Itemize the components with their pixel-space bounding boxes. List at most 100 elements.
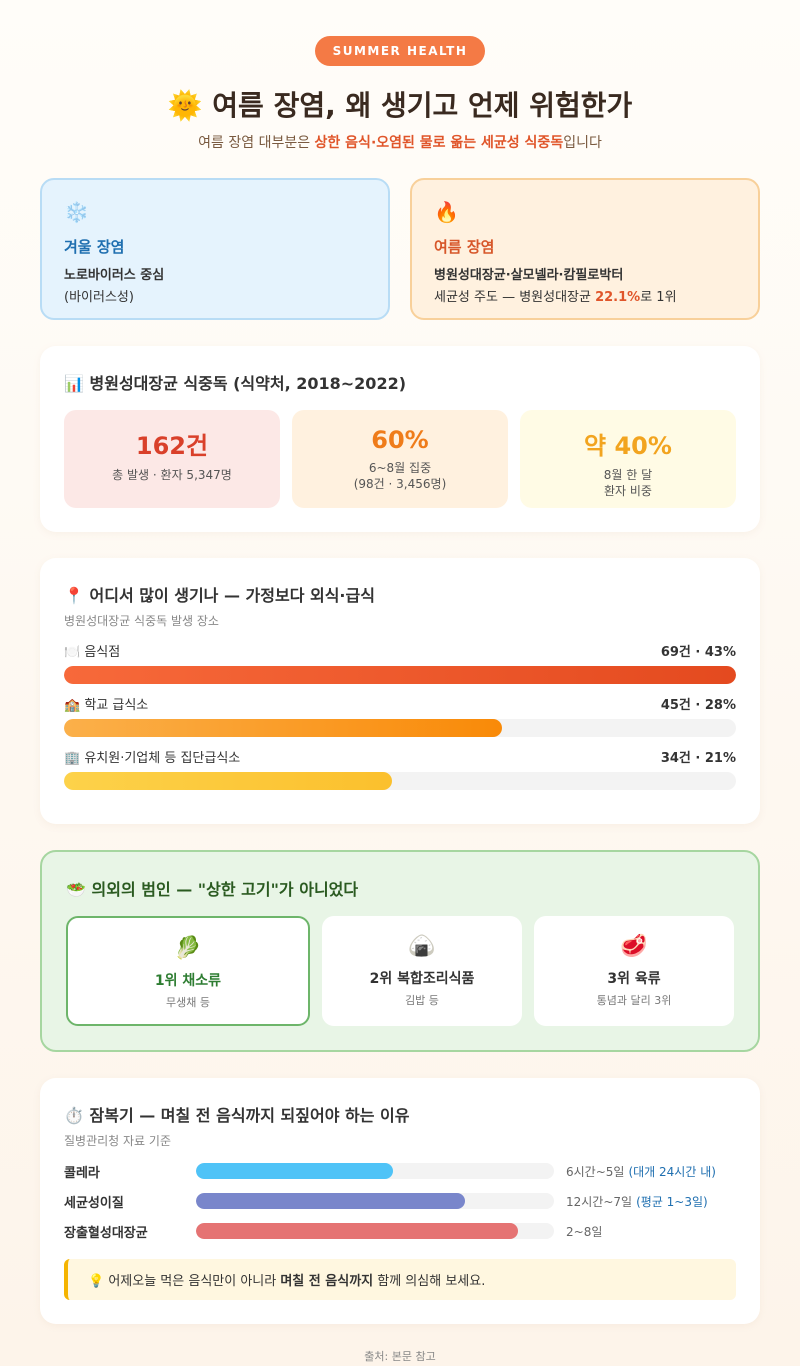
bar xyxy=(64,719,502,737)
line: (바이러스성) xyxy=(64,290,134,305)
track xyxy=(64,772,736,790)
heading-text: 어디서 많이 생기나 — 가정보다 외식·급식 xyxy=(89,586,375,605)
rank: 1위 채소류 xyxy=(154,973,222,989)
heading-text: 잠복기 — 며칠 전 음식까지 되짚어야 하는 이유 xyxy=(89,1106,410,1125)
stat-desc: 환자 비중 xyxy=(604,484,652,498)
text: 세균성 주도 — 병원성대장균 xyxy=(434,290,596,305)
place: 🏫 학교 급식소 45건 · 28% xyxy=(64,694,736,737)
track xyxy=(64,719,736,737)
highlight: 22.1% xyxy=(595,290,641,305)
range-extra: (대개 24시간 내) xyxy=(628,1164,716,1179)
track xyxy=(196,1223,554,1239)
range-wrap: 12시간~7일 (평균 1~3일) xyxy=(566,1193,708,1210)
highlight: 상한 음식·오염된 물로 옮는 세균성 식중독 xyxy=(314,135,564,151)
stat-value: 약 40% xyxy=(584,432,672,460)
place-head: 🍽️ 음식점 69건 · 43% xyxy=(64,641,736,660)
incubation-row: 세균성이질 12시간~7일 (평균 1~3일) xyxy=(64,1191,736,1211)
heading: ⏱️ 잠복기 — 며칠 전 음식까지 되짚어야 하는 이유 xyxy=(64,1106,410,1125)
bar xyxy=(64,772,393,790)
disease: 콜레라 xyxy=(64,1165,100,1181)
culprits: 🥬 1위 채소류 무생채 등 🍙 2위 복합조리식품 김밥 등 🥩 3위 육류 통념과 달리 3… xyxy=(66,916,734,1026)
stat-desc: (98건 · 3,456명) xyxy=(353,477,447,491)
place-label: 45건 · 28% xyxy=(660,698,736,713)
incubation-row: 콜레라 6시간~5일 (대개 24시간 내) xyxy=(64,1161,736,1181)
track xyxy=(196,1193,554,1209)
summer-card: 🔥 여름 장염 병원성대장균·살모넬라·캄필로박터 세균성 주도 — 병원성대장… xyxy=(410,178,760,320)
place-label: 69건 · 43% xyxy=(660,645,736,660)
place-name: 유치원·기업체 등 집단급식소 xyxy=(84,751,241,766)
bar xyxy=(196,1223,519,1239)
heading: 📊 병원성대장균 식중독 (식약처, 2018~2022) xyxy=(64,374,407,393)
compare: ❄️ 겨울 장염 노로바이러스 중심 (바이러스성) 🔥 여름 장염 병원성대장… xyxy=(40,178,760,320)
stat-desc: 6~8월 집중 xyxy=(368,461,432,475)
source: 출처: 본문 참고 xyxy=(364,1350,436,1363)
culprit: 🥬 1위 채소류 무생채 등 xyxy=(66,916,310,1026)
stat-desc: 총 발생 · 환자 5,347명 xyxy=(112,468,232,482)
title-text: 여름 장염, 왜 생기고 언제 위험한가 xyxy=(212,89,633,122)
text: 여름 장염 대부분은 xyxy=(198,135,315,151)
track xyxy=(196,1163,554,1179)
rank: 3위 육류 xyxy=(607,971,661,987)
note: 통념과 달리 3위 xyxy=(596,994,672,1007)
place: 🏢 유치원·기업체 등 집단급식소 34건 · 21% xyxy=(64,747,736,790)
culprit: 🥩 3위 육류 통념과 달리 3위 xyxy=(534,916,734,1026)
place-name-wrap: 🏢 유치원·기업체 등 집단급식소 xyxy=(64,751,241,766)
line: 노로바이러스 중심 xyxy=(64,268,165,283)
range-wrap: 2~8일 xyxy=(566,1223,602,1240)
range: 12시간~7일 xyxy=(566,1194,633,1209)
incubation: 콜레라 6시간~5일 (대개 24시간 내) 세균성이질 12시간~7일 (평균 1~3일… xyxy=(64,1161,736,1241)
place-name: 음식점 xyxy=(84,645,121,660)
places-card: 📍 어디서 많이 생기나 — 가정보다 외식·급식 병원성대장균 식중독 발생 … xyxy=(40,558,760,824)
text: 로 1위 xyxy=(640,290,677,305)
text: 입니다 xyxy=(563,135,602,151)
stat-value: 60% xyxy=(371,426,429,454)
range-wrap: 6시간~5일 (대개 24시간 내) xyxy=(566,1163,716,1180)
heading-text: 병원성대장균 식중독 (식약처, 2018~2022) xyxy=(89,374,407,393)
winter-card: ❄️ 겨울 장염 노로바이러스 중심 (바이러스성) xyxy=(40,178,390,320)
range: 6시간~5일 xyxy=(566,1164,625,1179)
range: 2~8일 xyxy=(566,1224,603,1239)
culprit: 🍙 2위 복합조리식품 김밥 등 xyxy=(322,916,522,1026)
note: 세균성 주도 — 병원성대장균 22.1%로 1위 xyxy=(434,287,736,309)
bar xyxy=(64,666,736,684)
note: 김밥 등 xyxy=(405,994,439,1007)
bar xyxy=(196,1163,393,1179)
heading: 📍 어디서 많이 생기나 — 가정보다 외식·급식 xyxy=(64,586,375,605)
places: 🍽️ 음식점 69건 · 43% 🏫 학교 급식소 45건 · 28% 🏢 유치원·기업… xyxy=(64,641,736,790)
place-name-wrap: 🏫 학교 급식소 xyxy=(64,698,149,713)
heading: 겨울 장염 xyxy=(64,238,125,256)
disease: 장출혈성대장균 xyxy=(64,1225,148,1241)
stat: 60% 6~8월 집중 (98건 · 3,456명) xyxy=(292,410,508,508)
incubation-row: 장출혈성대장균 2~8일 xyxy=(64,1221,736,1241)
heading: 여름 장염 xyxy=(434,238,495,256)
place-label: 34건 · 21% xyxy=(660,751,736,766)
emphasis: 며칠 전 음식까지 xyxy=(280,1274,374,1289)
bar xyxy=(196,1193,465,1209)
place-head: 🏢 유치원·기업체 등 집단급식소 34건 · 21% xyxy=(64,747,736,766)
heading: 🥗 의외의 범인 — "상한 고기"가 아니었다 xyxy=(66,880,359,899)
subheading: 병원성대장균 식중독 발생 장소 xyxy=(64,614,219,628)
line: 병원성대장균·살모넬라·캄필로박터 xyxy=(434,268,624,283)
stat-value: 162건 xyxy=(135,432,209,460)
place-name-wrap: 🍽️ 음식점 xyxy=(64,645,121,660)
heading-text: 의외의 범인 — "상한 고기"가 아니었다 xyxy=(91,880,359,899)
subheading: 질병관리청 자료 기준 xyxy=(64,1134,171,1148)
place-head: 🏫 학교 급식소 45건 · 28% xyxy=(64,694,736,713)
disease: 세균성이질 xyxy=(64,1195,124,1211)
place-name: 학교 급식소 xyxy=(84,698,149,713)
stat-desc: 8월 한 달 xyxy=(603,468,653,482)
badge: SUMMER HEALTH xyxy=(314,36,486,66)
text: 함께 의심해 보세요. xyxy=(373,1274,486,1289)
text: 어제오늘 먹은 음식만이 아니라 xyxy=(108,1274,281,1289)
place: 🍽️ 음식점 69건 · 43% xyxy=(64,641,736,684)
rank: 2위 복합조리식품 xyxy=(369,971,475,987)
tip: 💡 어제오늘 먹은 음식만이 아니라 며칠 전 음식까지 함께 의심해 보세요. xyxy=(64,1259,736,1300)
culprit-card: 🥗 의외의 범인 — "상한 고기"가 아니었다 🥬 1위 채소류 무생채 등 🍙 2위… xyxy=(40,850,760,1052)
range-extra: (평균 1~3일) xyxy=(636,1194,708,1209)
